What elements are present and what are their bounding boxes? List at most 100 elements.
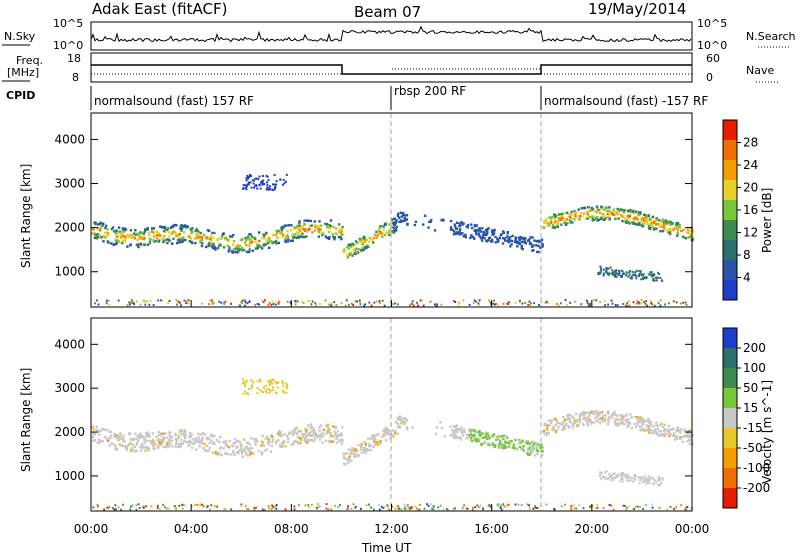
scatter-cell [639,301,642,304]
scatter-cell [494,303,496,306]
scatter-cell [335,304,338,307]
scatter-cell [517,236,520,240]
scatter-cell [205,436,208,440]
scatter-cell [301,225,304,228]
scatter-cell [360,448,363,451]
scatter-cell [342,452,345,456]
scatter-cell [587,411,590,415]
freq-tick-bottom: 8 [72,71,79,84]
scatter-cell [340,432,343,435]
scatter-cell [261,181,264,184]
scatter-cell [617,474,620,477]
scatter-cell [332,235,335,239]
scatter-cell [453,300,455,303]
scatter-cell [382,434,386,438]
scatter-cell [621,414,624,417]
scatter-cell [168,235,171,238]
scatter-cell [417,304,419,307]
scatter-cell [614,274,616,277]
scatter-cell [609,266,612,269]
scatter-cell [484,434,487,438]
scatter-cell [688,442,692,446]
scatter-cell [625,506,628,509]
scatter-cell [654,428,657,431]
scatter-cell [264,449,267,452]
scatter-cell [550,217,553,220]
scatter-cell [197,436,200,439]
scatter-cell [175,299,178,302]
scatter-cell [294,300,296,303]
scatter-cell [604,206,607,210]
scatter-cell [122,437,125,440]
scatter-cell [641,423,644,427]
scatter-cell [319,424,323,427]
scatter-cell [182,239,185,242]
noise-search-label: N.Search [746,30,796,43]
scatter-cell [499,506,502,509]
scatter-cell [517,503,520,506]
scatter-cell [582,507,585,510]
scatter-cell [313,430,316,433]
scatter-cell [175,508,178,511]
colorbar-tick-label: -15 [743,421,763,435]
scatter-cell [595,206,599,209]
scatter-cell [623,272,625,275]
scatter-cell [363,448,366,451]
scatter-cell [591,215,594,218]
scatter-cell [586,301,589,304]
scatter-cell [340,237,343,241]
scatter-cell [379,231,382,234]
scatter-cell [455,424,459,427]
scatter-cell [686,231,689,234]
scatter-cell [512,443,516,446]
scatter-cell [648,227,651,230]
scatter-cell [303,223,306,226]
scatter-cell [505,504,507,507]
scatter-cell [570,210,573,214]
scatter-cell [429,220,432,223]
scatter-cell [397,303,399,306]
scatter-cell [489,505,492,508]
scatter-cell [627,479,630,482]
scatter-cell [563,219,566,222]
scatter-cell [504,441,507,444]
scatter-cell [183,429,187,432]
scatter-cell [286,437,290,440]
scatter-cell [284,508,287,511]
scatter-cell [594,507,597,510]
scatter-cell [661,433,665,436]
scatter-cell [536,250,539,254]
colorbar-frame [722,327,738,509]
scatter-cell [655,421,658,424]
scatter-cell [129,448,133,452]
scatter-cell [183,431,186,434]
scatter-cell [307,219,310,222]
scatter-cell [449,228,453,231]
scatter-cell [318,228,322,231]
scatter-cell [659,277,662,280]
scatter-cell [111,507,114,509]
scatter-cell [643,213,646,216]
scatter-cell [613,271,616,274]
x-tick-label: 08:00 [274,522,309,536]
scatter-cell [243,446,247,450]
scatter-cell [414,220,418,223]
scatter-cell [680,504,683,507]
scatter-cell [522,238,526,241]
scatter-cell [474,436,477,439]
scatter-cell [119,434,122,437]
scatter-cell [183,436,187,440]
scatter-cell [647,214,650,218]
scatter-cell [353,250,356,253]
scatter-cell [518,242,521,245]
colorbar-tick-label: 16 [743,203,758,217]
scatter-cell [282,441,286,444]
scatter-cell [136,232,139,235]
scatter-cell [671,222,674,225]
scatter-cell [248,388,251,390]
scatter-cell [274,233,278,237]
scatter-cell [673,300,676,303]
scatter-cell [167,231,171,234]
scatter-cell [527,239,530,243]
scatter-cell [372,440,376,443]
